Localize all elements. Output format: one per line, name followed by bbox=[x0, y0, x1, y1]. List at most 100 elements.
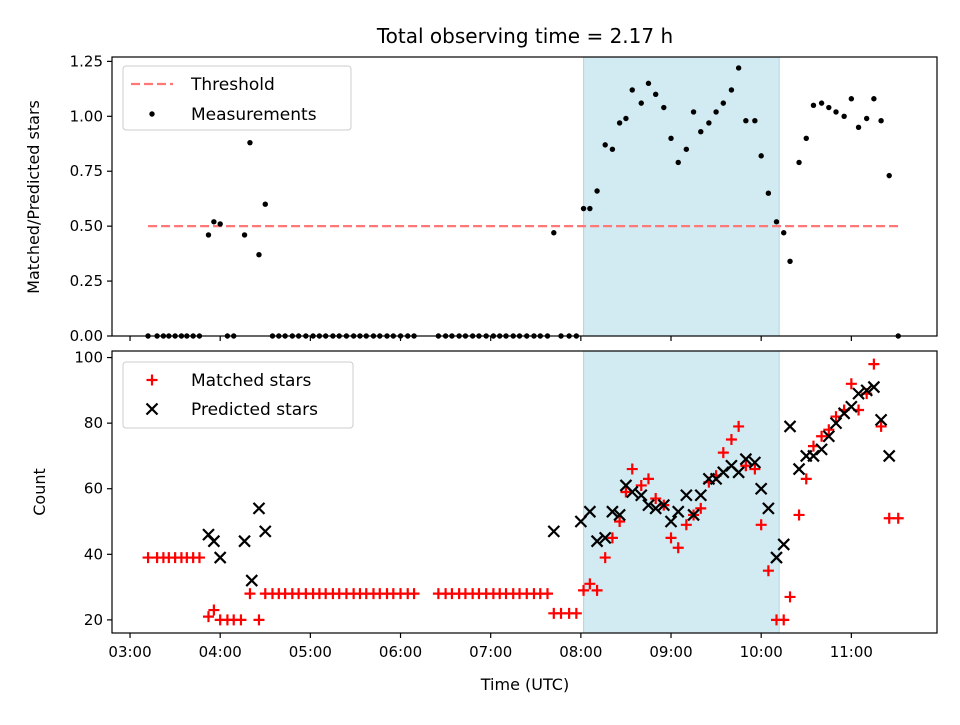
legend-measurements-label: Measurements bbox=[191, 105, 317, 125]
measurement-point bbox=[796, 159, 802, 166]
predicted-star-point bbox=[687, 508, 700, 522]
measurement-point bbox=[690, 109, 697, 115]
axes-frame bbox=[111, 56, 938, 337]
matched-star-point bbox=[816, 430, 828, 442]
matched-star-point bbox=[695, 502, 707, 514]
x-tick-label: 09:00 bbox=[649, 643, 692, 661]
predicted-star-point bbox=[845, 400, 858, 414]
predicted-star-point bbox=[547, 525, 561, 538]
predicted-star-point bbox=[259, 525, 272, 538]
predicted-star-point bbox=[754, 482, 768, 495]
predicted-star-point bbox=[238, 534, 251, 548]
measurement-point bbox=[728, 87, 735, 93]
measurement-point bbox=[886, 172, 892, 179]
predicted-star-point bbox=[606, 505, 619, 518]
matched-star-point bbox=[778, 614, 790, 626]
predicted-star-point bbox=[807, 449, 820, 463]
predicted-star-point bbox=[574, 515, 588, 528]
measurement-point bbox=[594, 188, 600, 194]
measurement-point bbox=[256, 252, 262, 258]
top-axes: 0.00 0.25 0.50 0.75 1.00 1.25 bbox=[70, 52, 938, 345]
measurement-point bbox=[241, 232, 248, 238]
measurement-point bbox=[675, 159, 681, 166]
legend-matched-label: Matched stars bbox=[191, 371, 311, 391]
predicted-star-point bbox=[213, 551, 227, 564]
y-tick-label: 1.00 bbox=[70, 107, 103, 125]
predicted-star-point bbox=[762, 502, 775, 515]
measurement-point bbox=[735, 65, 742, 71]
x-tick-label: 04:00 bbox=[199, 643, 242, 661]
x-tick-label: 07:00 bbox=[469, 643, 512, 661]
matched-star-point bbox=[253, 614, 265, 626]
predicted-star-point bbox=[717, 466, 730, 479]
measurement-point bbox=[803, 135, 809, 141]
matched-star-point bbox=[599, 552, 611, 564]
matched-star-point bbox=[749, 463, 761, 475]
matched-star-point bbox=[235, 614, 247, 626]
chart-title: Total observing time = 2.17 h bbox=[376, 24, 673, 48]
measurement-point bbox=[623, 115, 629, 122]
matched-star-point bbox=[665, 532, 677, 544]
predicted-star-point bbox=[625, 485, 639, 499]
matched-star-point bbox=[193, 552, 205, 564]
measurement-point bbox=[781, 230, 787, 236]
matched-star-point bbox=[800, 473, 812, 485]
bottom-observing-span bbox=[583, 350, 780, 634]
matched-star-point bbox=[570, 607, 582, 619]
matched-star-point bbox=[642, 473, 654, 485]
matched-star-point bbox=[672, 542, 684, 554]
matched-star-point bbox=[208, 604, 220, 616]
predicted-star-point bbox=[671, 505, 685, 518]
measurement-point bbox=[602, 142, 608, 148]
predicted-star-point bbox=[748, 456, 762, 469]
measurement-point bbox=[262, 201, 268, 207]
measurement-point bbox=[616, 120, 623, 126]
predicted-star-point bbox=[657, 498, 671, 512]
measurement-point bbox=[833, 109, 839, 115]
matched-star-point bbox=[755, 519, 767, 531]
x-tick-label: 05:00 bbox=[289, 643, 332, 661]
matched-star-point bbox=[892, 512, 904, 524]
measurement-point bbox=[855, 124, 862, 130]
y-tick-label: 0.00 bbox=[70, 327, 103, 345]
matched-star-point bbox=[725, 434, 737, 446]
x-tick-label: 03:00 bbox=[108, 643, 151, 661]
matched-star-point bbox=[740, 460, 752, 472]
measurement-point bbox=[758, 153, 764, 159]
legend-box bbox=[122, 361, 354, 429]
predicted-star-point bbox=[739, 452, 753, 466]
matched-star-point bbox=[244, 588, 256, 600]
observing-span-shade bbox=[583, 56, 780, 337]
top-observing-span bbox=[583, 56, 780, 337]
predicted-star-point bbox=[852, 387, 865, 400]
x-tick-label: 10:00 bbox=[740, 643, 783, 661]
measurement-point bbox=[765, 190, 772, 196]
predicted-star-point bbox=[598, 531, 612, 545]
top-panel: 0.00 0.25 0.50 0.75 1.00 1.25 Matched/Predict… bbox=[24, 52, 938, 345]
bottom-legend: Matched stars Predicted stars bbox=[122, 361, 354, 429]
matched-star-point bbox=[614, 516, 626, 528]
measurement-point bbox=[661, 104, 667, 111]
matched-star-point bbox=[875, 420, 887, 432]
matched-star-point bbox=[620, 486, 632, 498]
legend-measurements-swatch bbox=[149, 111, 155, 117]
predicted-star-point bbox=[207, 534, 221, 548]
matched-star-point bbox=[578, 584, 590, 596]
measurement-point bbox=[698, 128, 704, 135]
predicted-star-point bbox=[829, 416, 843, 430]
x-tick-label: 08:00 bbox=[559, 643, 602, 661]
measurement-point bbox=[652, 91, 659, 98]
matched-star-point bbox=[635, 479, 647, 491]
matched-star-point bbox=[680, 519, 692, 531]
observing-span-shade bbox=[583, 350, 780, 634]
measurement-point bbox=[609, 146, 616, 152]
measurement-point bbox=[841, 113, 847, 120]
measurement-point bbox=[247, 139, 253, 146]
predicted-star-point bbox=[792, 462, 806, 476]
predicted-star-point bbox=[770, 551, 783, 564]
y-tick-label: 80 bbox=[84, 414, 103, 432]
predicted-star-point bbox=[815, 443, 828, 456]
matched-star-point bbox=[717, 447, 729, 459]
matched-star-point bbox=[626, 463, 638, 475]
